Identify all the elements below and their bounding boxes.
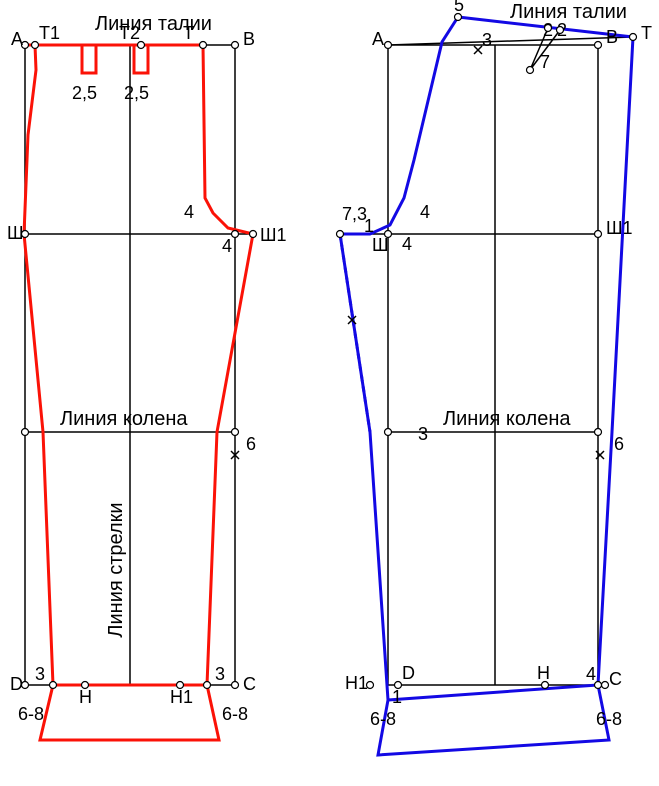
svg-text:Ш1: Ш1 [606,218,633,238]
svg-text:Ш: Ш [372,235,389,255]
svg-text:4: 4 [222,236,232,256]
svg-text:C: C [609,669,622,689]
svg-text:H1: H1 [170,687,193,707]
svg-text:2,5: 2,5 [124,83,149,103]
svg-text:Линия колена: Линия колена [443,408,571,430]
svg-text:Линия колена: Линия колена [60,408,188,430]
svg-text:C: C [243,674,256,694]
back-panel: Линия талииЛиния колена32277,314436416-8… [337,0,653,755]
svg-text:6-8: 6-8 [18,704,44,724]
svg-text:B: B [606,27,618,47]
svg-text:B: B [243,29,255,49]
svg-text:1: 1 [392,687,402,707]
svg-text:T1: T1 [39,23,60,43]
svg-text:3: 3 [418,424,428,444]
svg-text:T: T [183,23,194,43]
svg-text:6-8: 6-8 [222,704,248,724]
svg-text:3: 3 [35,664,45,684]
svg-text:H1: H1 [345,673,368,693]
svg-text:2,5: 2,5 [72,83,97,103]
svg-text:7: 7 [540,52,550,72]
svg-text:6-8: 6-8 [596,709,622,729]
front-panel: 2,5 2,5 Линия талии Линия колена Линия стрел… [7,13,287,740]
svg-text:H: H [537,663,550,683]
svg-text:3: 3 [482,30,492,50]
svg-text:Линия талии: Линия талии [510,1,627,23]
svg-text:H: H [79,687,92,707]
svg-text:T: T [641,23,652,43]
svg-text:Линия стрелки: Линия стрелки [105,502,127,637]
svg-text:6: 6 [246,434,256,454]
svg-text:A: A [11,29,23,49]
svg-text:A: A [372,29,384,49]
svg-text:T2: T2 [119,23,140,43]
svg-text:D: D [402,663,415,683]
svg-text:1: 1 [364,216,374,236]
svg-text:5: 5 [454,0,464,15]
svg-text:4: 4 [586,664,596,684]
svg-text:4: 4 [184,202,194,222]
svg-text:3: 3 [215,664,225,684]
svg-text:4: 4 [420,202,430,222]
svg-text:6: 6 [614,434,624,454]
svg-text:Ш1: Ш1 [260,225,287,245]
svg-text:4: 4 [402,234,412,254]
svg-text:6-8: 6-8 [370,709,396,729]
svg-text:Линия талии: Линия талии [95,13,212,35]
svg-text:D: D [10,674,23,694]
